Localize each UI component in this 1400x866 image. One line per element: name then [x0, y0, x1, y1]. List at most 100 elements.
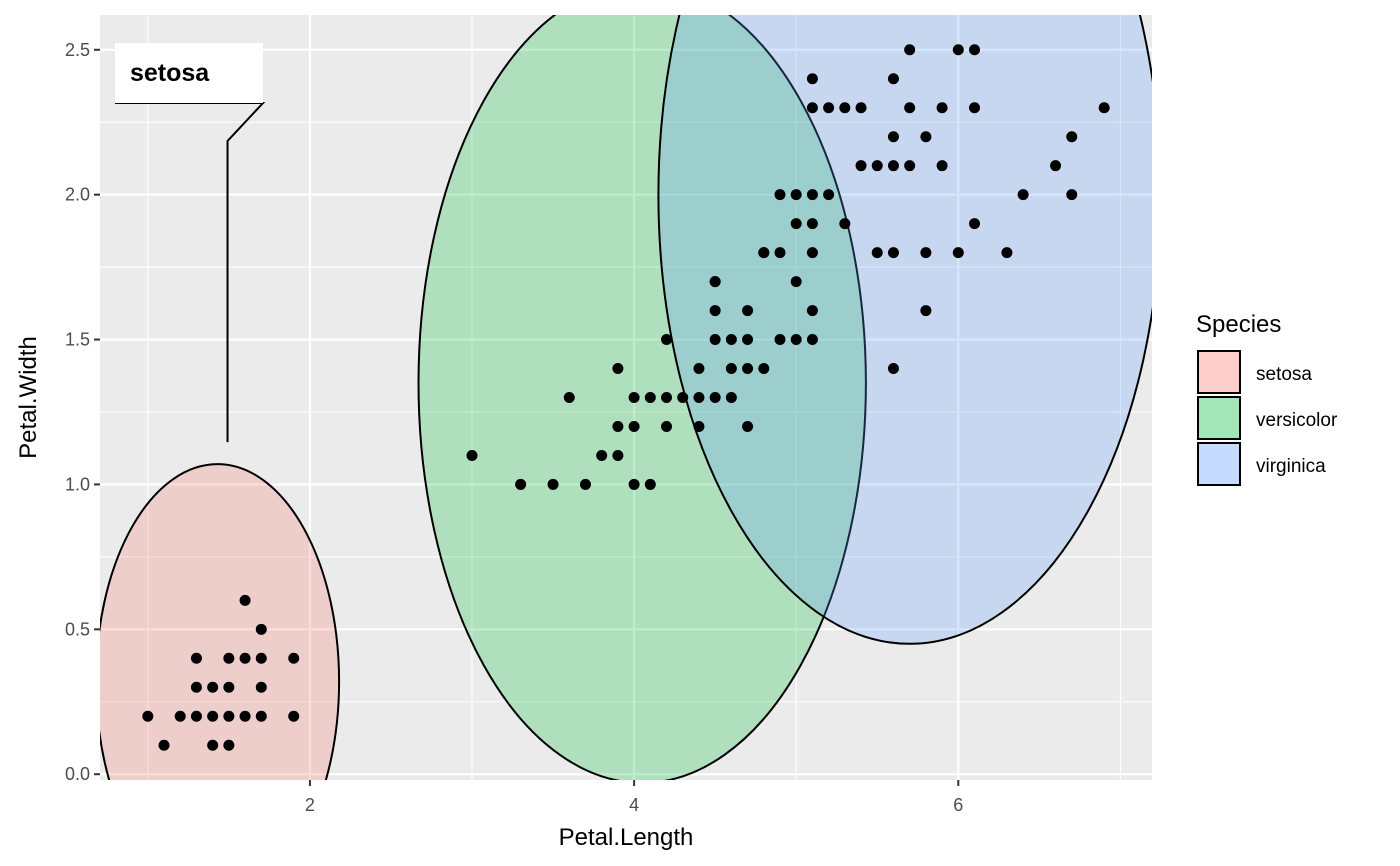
data-point-virginica [904, 160, 916, 172]
data-point-versicolor [596, 449, 608, 461]
data-point-setosa [207, 681, 219, 693]
data-point-setosa [190, 710, 202, 722]
data-point-versicolor [661, 334, 673, 346]
y-tick-label: 0.0 [65, 764, 90, 784]
data-point-virginica [887, 247, 899, 259]
data-point-virginica [806, 247, 818, 259]
data-point-versicolor [758, 363, 770, 375]
data-point-versicolor [790, 276, 802, 288]
data-point-virginica [790, 334, 802, 346]
data-point-virginica [1050, 160, 1062, 172]
data-point-versicolor [579, 478, 591, 490]
data-point-setosa [239, 594, 251, 606]
data-point-setosa [255, 710, 267, 722]
y-tick-label: 1.5 [65, 330, 90, 350]
data-point-virginica [774, 189, 786, 201]
y-tick-label: 2.5 [65, 40, 90, 60]
data-point-versicolor [742, 420, 754, 432]
data-point-virginica [1098, 102, 1110, 114]
data-point-setosa [190, 681, 202, 693]
data-point-versicolor [742, 305, 754, 317]
data-point-versicolor [677, 392, 689, 403]
data-point-versicolor [515, 478, 527, 490]
data-point-versicolor [661, 392, 673, 403]
data-point-virginica [871, 247, 883, 259]
data-point-virginica [920, 247, 932, 259]
data-point-virginica [774, 247, 786, 259]
data-point-virginica [855, 102, 867, 114]
data-point-versicolor [806, 305, 818, 317]
data-point-virginica [839, 218, 851, 230]
x-tick-label: 2 [305, 795, 315, 815]
data-point-versicolor [628, 392, 640, 403]
data-point-versicolor [709, 334, 721, 346]
x-axis-title: Petal.Length [559, 824, 694, 851]
data-point-setosa [288, 710, 300, 722]
data-point-virginica [904, 44, 916, 56]
data-point-setosa [223, 681, 235, 693]
data-point-versicolor [742, 334, 754, 346]
data-point-virginica [920, 131, 932, 143]
data-point-virginica [806, 334, 818, 346]
data-point-versicolor [661, 420, 673, 432]
y-tick-label: 2.0 [65, 185, 90, 205]
data-point-versicolor [628, 478, 640, 490]
legend: Species setosa versicolor virginica [1196, 311, 1338, 486]
data-point-setosa [288, 652, 300, 664]
y-tick-label: 1.0 [65, 474, 90, 494]
data-point-virginica [969, 44, 981, 56]
data-point-virginica [790, 189, 802, 201]
data-point-virginica [1066, 131, 1078, 143]
data-point-setosa [255, 681, 267, 693]
data-point-virginica [1017, 189, 1029, 201]
data-point-virginica [823, 189, 835, 201]
data-point-setosa [223, 739, 235, 751]
data-point-virginica [887, 363, 899, 375]
data-point-virginica [806, 218, 818, 230]
data-point-virginica [839, 102, 851, 114]
data-point-virginica [969, 218, 981, 230]
data-point-versicolor [547, 478, 559, 490]
data-point-versicolor [709, 305, 721, 317]
data-point-setosa [190, 652, 202, 664]
data-point-versicolor [774, 334, 786, 346]
legend-key-setosa [1197, 350, 1241, 394]
data-point-setosa [239, 652, 251, 664]
data-point-setosa [223, 710, 235, 722]
data-point-versicolor [693, 363, 705, 375]
data-point-virginica [1066, 189, 1078, 201]
legend-key-virginica [1197, 442, 1241, 486]
data-point-virginica [920, 305, 932, 317]
data-point-versicolor [725, 392, 737, 403]
callout-box [115, 43, 263, 103]
data-point-virginica [1001, 247, 1013, 259]
legend-label-versicolor: versicolor [1256, 410, 1338, 431]
group-circle-virginica [657, 15, 1152, 645]
data-point-setosa [223, 652, 235, 664]
x-tick-label: 4 [629, 795, 639, 815]
data-point-virginica [969, 102, 981, 114]
data-point-versicolor [709, 392, 721, 403]
data-point-virginica [758, 247, 770, 259]
x-tick-label: 6 [953, 795, 963, 815]
data-point-virginica [936, 102, 948, 114]
data-point-versicolor [628, 420, 640, 432]
data-point-virginica [806, 73, 818, 85]
data-point-versicolor [725, 334, 737, 346]
callout-label: setosa [130, 59, 210, 87]
callout: setosa [115, 43, 266, 443]
data-point-setosa [158, 739, 170, 751]
data-point-virginica [823, 102, 835, 114]
data-point-setosa [255, 652, 267, 664]
data-point-versicolor [644, 392, 656, 403]
ellipse-layer [100, 15, 1152, 780]
point-layer [142, 44, 1110, 751]
data-point-virginica [887, 73, 899, 85]
data-point-virginica [871, 160, 883, 172]
data-point-virginica [790, 218, 802, 230]
data-point-setosa [142, 710, 154, 722]
data-point-versicolor [742, 363, 754, 375]
data-point-virginica [887, 131, 899, 143]
legend-title: Species [1196, 311, 1281, 338]
